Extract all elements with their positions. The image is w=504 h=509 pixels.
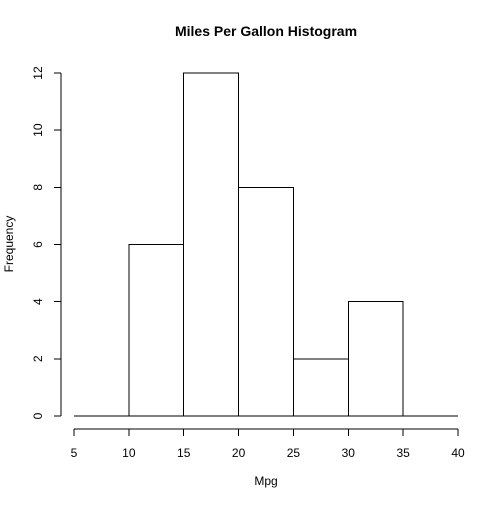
y-tick-label-6: 6 — [31, 241, 45, 248]
x-tick-label-15: 15 — [177, 446, 191, 460]
y-tick-label-12: 12 — [31, 66, 45, 80]
y-tick-label-10: 10 — [31, 123, 45, 137]
x-tick-label-20: 20 — [232, 446, 246, 460]
x-tick-label-40: 40 — [451, 446, 465, 460]
y-axis-label: Frequency — [2, 216, 16, 273]
x-tick-label-30: 30 — [342, 446, 356, 460]
histogram-bar-10-15 — [128, 244, 185, 417]
bars-layer — [74, 72, 458, 417]
histogram-bar-30-35 — [347, 301, 404, 417]
y-tick-label-2: 2 — [31, 355, 45, 362]
y-axis: 0 2 4 6 8 10 12 — [31, 66, 62, 419]
x-tick-label-25: 25 — [287, 446, 301, 460]
y-tick-label-4: 4 — [31, 298, 45, 305]
x-axis: 5 10 15 20 25 30 35 40 — [71, 428, 465, 460]
y-tick-label-0: 0 — [31, 412, 45, 419]
x-axis-label: Mpg — [254, 474, 277, 488]
histogram-bar-20-25 — [238, 186, 294, 417]
histogram-bar-15-20 — [183, 72, 240, 417]
y-tick-label-8: 8 — [31, 184, 45, 191]
chart-title: Miles Per Gallon Histogram — [175, 23, 357, 39]
histogram-bar-25-30 — [292, 358, 349, 417]
x-tick-label-35: 35 — [396, 446, 410, 460]
x-tick-label-5: 5 — [71, 446, 78, 460]
x-tick-label-10: 10 — [122, 446, 136, 460]
